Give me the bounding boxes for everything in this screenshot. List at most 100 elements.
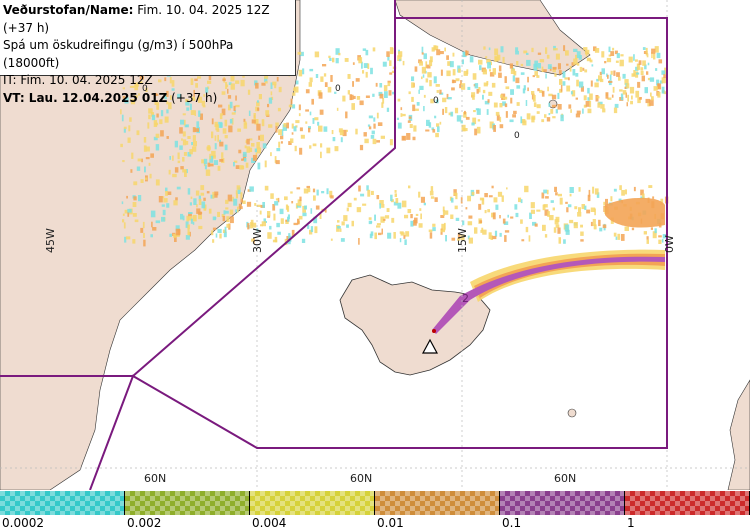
ash-speckle [124,209,129,214]
ash-speckle [355,128,358,135]
ash-speckle [246,138,250,145]
ash-speckle [425,129,430,132]
ash-speckle [522,88,526,94]
ash-speckle [237,187,241,194]
ash-speckle [265,110,270,116]
ash-speckle [635,90,640,98]
ash-speckle [372,93,375,97]
ash-speckle [351,103,355,110]
ash-speckle [254,148,257,153]
ash-speckle [393,232,396,239]
ash-speckle [182,169,187,173]
ash-speckle [440,229,445,233]
ash-speckle [586,57,592,62]
ash-speckle [495,56,499,62]
ash-speckle [218,104,223,108]
ash-speckle [494,230,498,237]
norway-coast-land [727,379,750,490]
ash-speckle [644,64,647,70]
ash-speckle [350,94,354,100]
ash-speckle [370,231,374,236]
ash-speckle [645,98,650,104]
ash-speckle [608,46,611,53]
ash-speckle [256,147,261,154]
ash-speckle [283,123,287,128]
ash-speckle [154,101,159,105]
ash-speckle [664,67,667,74]
ash-speckle [455,193,458,200]
ash-speckle [191,142,193,146]
ash-speckle [559,79,563,85]
ash-speckle [190,196,193,199]
ash-speckle [512,75,516,82]
ash-speckle [129,85,135,88]
ash-speckle [516,61,519,66]
ash-speckle [394,190,397,193]
ash-speckle [180,213,184,220]
ash-speckle [308,127,311,133]
ash-speckle [471,191,475,196]
ash-speckle [455,217,460,221]
ash-speckle [552,207,555,211]
ash-speckle [156,103,160,110]
ash-speckle [162,196,165,199]
ash-speckle [363,63,368,68]
ash-speckle [587,87,590,94]
ash-speckle [193,97,196,101]
ash-speckle [419,85,424,90]
ash-speckle [224,226,227,233]
ash-speckle [123,126,127,130]
ash-speckle [278,86,282,93]
ash-speckle [607,97,612,100]
ash-speckle [440,69,443,76]
ash-speckle [235,209,239,213]
ash-speckle [425,61,428,68]
ash-speckle [209,153,211,160]
ash-speckle [411,82,415,88]
ash-speckle [478,203,482,210]
ash-speckle [551,94,557,100]
ash-speckle [435,99,439,104]
iceland-land [339,274,491,376]
ash-speckle [460,80,462,85]
ash-speckle [340,238,345,242]
contour-label: 0 [514,131,520,141]
ash-speckle [416,102,420,106]
ash-speckle [214,135,217,141]
ash-speckle [620,93,624,101]
ash-speckle [493,125,496,132]
ash-speckle [233,162,235,167]
ash-speckle [212,155,216,159]
ash-speckle [217,211,220,217]
legend-tick-label: 1 [627,516,635,530]
ash-speckle [226,84,229,88]
ash-speckle [328,55,331,59]
legend-swatch [0,491,125,515]
ash-speckle [637,63,641,70]
ash-speckle [404,214,409,219]
ash-speckle [384,215,390,219]
ash-speckle [165,191,168,196]
ash-speckle [217,134,219,142]
ash-speckle [313,195,316,201]
ash-speckle [582,108,584,114]
ash-speckle [500,94,503,98]
ash-speckle [531,91,535,95]
ash-speckle [639,97,642,100]
ash-speckle [189,103,192,110]
ash-speckle [652,196,655,199]
ash-speckle [364,138,369,144]
ash-speckle [397,55,402,61]
ash-speckle [187,228,190,236]
ash-speckle [418,191,421,198]
lon-label-0w: 0W [663,235,676,253]
ash-speckle [457,238,460,241]
ash-speckle [353,95,356,99]
ash-speckle [647,77,650,81]
ash-speckle [211,118,214,125]
ash-speckle [476,126,481,134]
ash-speckle [472,96,475,100]
ash-speckle [230,83,235,90]
ash-speckle [636,72,640,75]
ash-speckle [539,89,543,93]
